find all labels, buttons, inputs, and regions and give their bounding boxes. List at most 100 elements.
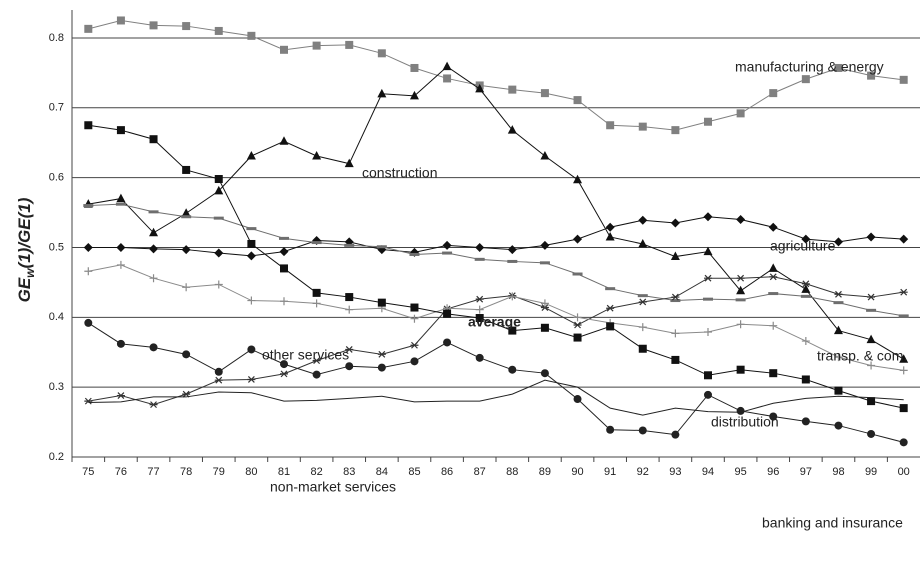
marker — [769, 273, 778, 281]
series-line — [88, 276, 904, 406]
marker — [539, 261, 550, 265]
x-tick-label: 79 — [213, 466, 225, 478]
marker — [214, 248, 224, 258]
marker — [736, 285, 746, 295]
marker — [345, 293, 354, 302]
x-tick-label: 95 — [734, 466, 746, 478]
marker — [149, 244, 159, 254]
marker — [768, 292, 779, 296]
marker — [312, 357, 321, 365]
marker — [540, 89, 549, 98]
marker — [606, 322, 615, 331]
marker — [214, 376, 223, 384]
marker — [573, 174, 583, 184]
marker — [898, 314, 909, 318]
marker — [214, 175, 223, 184]
marker — [833, 301, 844, 305]
marker — [507, 245, 517, 255]
marker — [671, 126, 680, 135]
series-label: distribution — [711, 414, 779, 430]
marker — [442, 61, 452, 71]
marker — [247, 345, 256, 354]
marker — [573, 395, 582, 404]
marker — [344, 158, 354, 168]
marker — [247, 239, 256, 248]
x-tick-label: 94 — [702, 466, 714, 478]
marker — [573, 333, 582, 342]
marker — [84, 318, 93, 327]
marker — [279, 136, 289, 145]
marker — [540, 299, 549, 308]
marker — [703, 297, 713, 301]
marker — [671, 293, 680, 301]
marker — [638, 298, 647, 306]
marker — [573, 96, 582, 105]
marker — [899, 288, 908, 296]
marker — [246, 227, 257, 231]
marker — [344, 243, 355, 247]
series-line — [88, 216, 904, 257]
series-line — [88, 379, 904, 416]
marker — [867, 71, 876, 80]
series-line — [88, 65, 904, 360]
x-tick-label: 90 — [571, 466, 583, 478]
marker — [703, 212, 713, 222]
x-tick-label: 77 — [147, 466, 159, 478]
marker — [84, 121, 93, 130]
marker — [769, 412, 778, 421]
marker — [475, 83, 485, 93]
marker — [573, 313, 582, 322]
y-tick-label: 0.4 — [49, 311, 64, 323]
marker — [149, 343, 158, 352]
marker — [280, 264, 288, 273]
marker — [312, 288, 321, 297]
marker — [345, 346, 354, 353]
marker — [638, 344, 647, 353]
marker — [866, 334, 876, 344]
marker — [540, 240, 550, 250]
y-tick-label: 0.8 — [49, 32, 64, 44]
marker — [116, 392, 125, 399]
y-axis-label: GEw(1)/GE(1) — [15, 197, 37, 302]
marker — [899, 234, 909, 244]
marker — [638, 323, 647, 332]
marker — [377, 298, 386, 307]
marker — [637, 294, 648, 298]
marker — [312, 370, 321, 379]
series-label: construction — [362, 165, 437, 181]
marker — [704, 274, 712, 282]
marker — [736, 365, 745, 374]
series-label: non-market services — [270, 479, 396, 495]
marker — [443, 309, 452, 318]
series-line — [88, 124, 904, 409]
marker — [670, 299, 681, 303]
x-tick-label: 76 — [115, 466, 127, 478]
marker — [214, 185, 224, 195]
marker — [214, 280, 223, 289]
marker — [410, 341, 419, 349]
x-tick-label: 81 — [278, 466, 290, 478]
y-tick-label: 0.5 — [49, 241, 64, 253]
x-tick-label: 96 — [767, 466, 779, 478]
marker — [84, 397, 93, 405]
marker — [409, 90, 419, 100]
marker — [867, 397, 876, 406]
marker — [84, 267, 93, 276]
marker — [638, 122, 647, 131]
x-tick-label: 88 — [506, 466, 518, 478]
marker — [115, 202, 126, 206]
marker — [508, 365, 517, 374]
marker — [866, 308, 877, 312]
marker — [410, 63, 419, 72]
marker — [182, 165, 191, 174]
x-tick-label: 86 — [441, 466, 453, 478]
marker — [377, 49, 386, 58]
series-label: transp. & com. — [817, 348, 907, 364]
marker — [149, 227, 159, 237]
y-tick-label: 0.7 — [49, 102, 64, 114]
marker — [671, 430, 680, 439]
marker — [834, 421, 843, 430]
x-tick-label: 00 — [898, 466, 910, 478]
marker — [507, 125, 517, 134]
